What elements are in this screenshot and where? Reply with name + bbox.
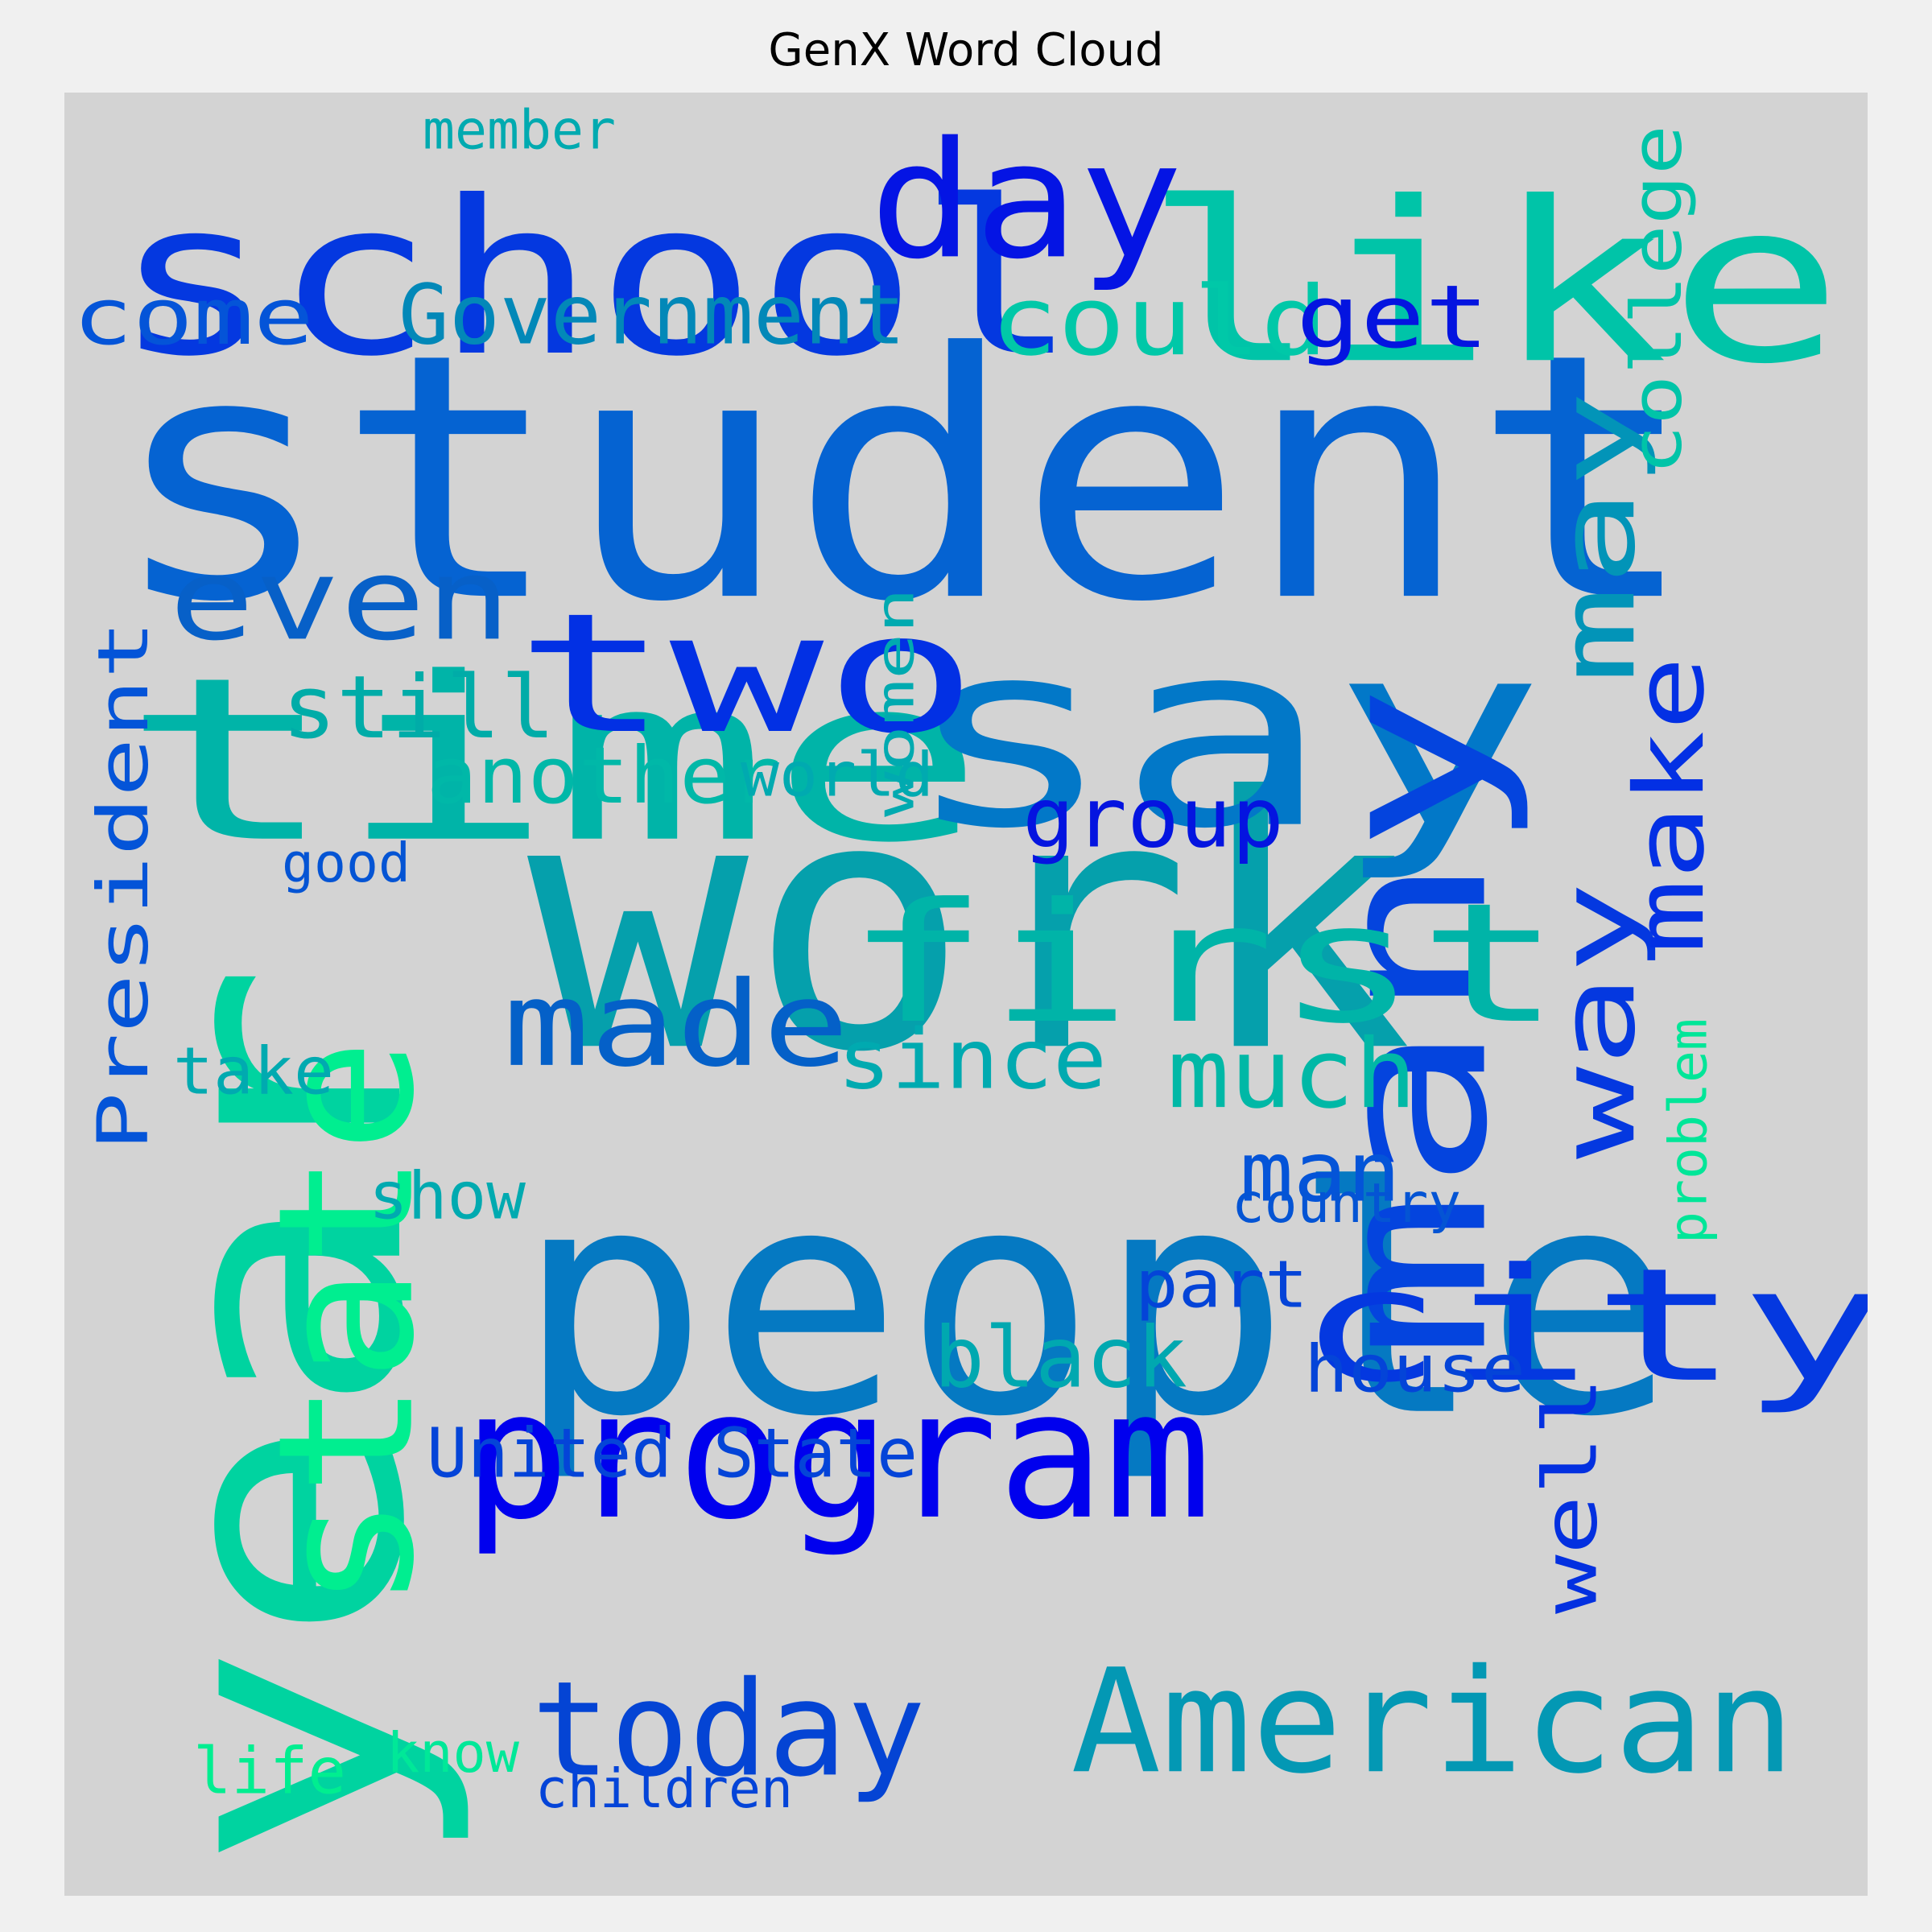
word-president: President (84, 620, 164, 1151)
word-program: program (463, 1352, 1212, 1559)
word-time: time (121, 630, 986, 893)
word-like: like (1143, 154, 1843, 412)
word-problem: problem (1659, 1018, 1719, 1244)
word-day: day (869, 108, 1183, 295)
word-life: life (193, 1735, 346, 1809)
word-know: know (386, 1721, 520, 1785)
word-united-state: United State (427, 1414, 918, 1493)
word-year: year (93, 962, 477, 1872)
word-take: take (173, 1034, 334, 1109)
word-get: get (1296, 267, 1489, 368)
word-well: well (1527, 1377, 1613, 1614)
word-group: group (1022, 771, 1284, 867)
word-member: member (423, 99, 616, 162)
word-children: children (535, 1757, 793, 1820)
word-many: many (1291, 684, 1534, 1360)
word-state: state (237, 1038, 456, 1610)
word-black: black (934, 1308, 1187, 1406)
word-show: show (369, 1158, 526, 1234)
word-first: first (845, 869, 1562, 1060)
word-way: way (1537, 881, 1658, 1159)
word-man: man (1240, 1125, 1401, 1221)
word-school: school (113, 155, 1079, 403)
word-good: good (282, 832, 411, 894)
chart-title: GenX Word Cloud (768, 24, 1164, 76)
word-american: American (1071, 1639, 1795, 1806)
word-two: two (515, 579, 978, 770)
word-women: women (866, 588, 927, 817)
word-house: house (1304, 1331, 1525, 1407)
word-government: Government (398, 268, 906, 364)
word-world: world (741, 740, 934, 811)
word-much: much (1167, 1019, 1417, 1130)
word-today: today (531, 1653, 926, 1806)
word-may: may (1537, 390, 1658, 684)
word-cloud-canvas: student people work time year say school like ma… (64, 93, 1868, 1896)
word-another: another (427, 730, 781, 821)
word-part: part (1135, 1247, 1308, 1323)
word-since: since (837, 1013, 1107, 1108)
word-still: still (282, 658, 555, 758)
word-work: work (527, 723, 1413, 1128)
word-city: city (1296, 1235, 1868, 1417)
word-people: people (515, 1121, 1678, 1485)
word-student: student (109, 282, 1699, 676)
word-even: even (169, 535, 511, 666)
word-come: come (72, 271, 314, 362)
word-say: say (902, 587, 1546, 886)
word-make: make (1615, 656, 1726, 954)
word-made: made (503, 957, 849, 1093)
word-country: country (1232, 1171, 1461, 1235)
word-could: could (990, 266, 1328, 378)
word-college: college (1617, 125, 1698, 475)
